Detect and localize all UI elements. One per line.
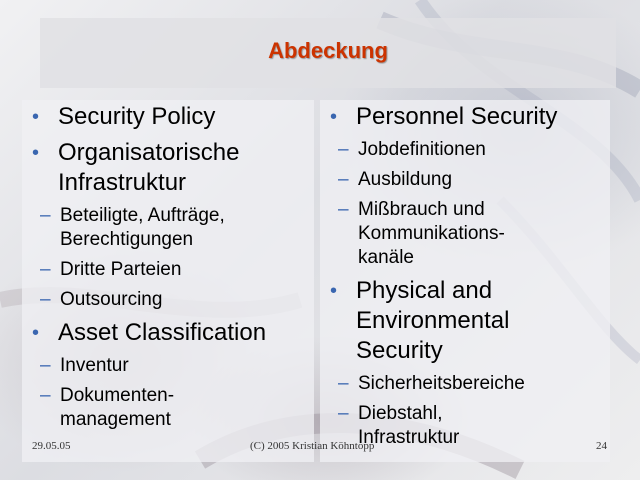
footer-date: 29.05.05 bbox=[32, 440, 71, 452]
bullet-item: • Physical and Environmental Security – Sic… bbox=[330, 276, 615, 450]
sub-bullet-item: – Dokumenten- management bbox=[32, 384, 322, 432]
dash-icon: – bbox=[40, 355, 51, 376]
dash-icon: – bbox=[40, 259, 51, 280]
bullet-text: Physical and Environmental Security bbox=[356, 277, 510, 364]
dash-icon: – bbox=[40, 385, 51, 406]
sub-bullet-item: – Dritte Parteien bbox=[32, 258, 322, 282]
sub-bullet-list: – Jobdefinitionen – Ausbildung – Mißbrauch un… bbox=[330, 138, 615, 270]
slide-title: Abdeckung bbox=[268, 38, 388, 63]
dash-icon: – bbox=[338, 139, 349, 160]
left-bullet-list: • Security Policy • Organisatorische Infras… bbox=[32, 102, 322, 432]
sub-bullet-text: Outsourcing bbox=[60, 289, 163, 310]
sub-bullet-text: Diebstahl, Infrastruktur bbox=[358, 403, 460, 448]
dash-icon: – bbox=[40, 205, 51, 226]
sub-bullet-text: Beteiligte, Aufträge, Berechtigungen bbox=[60, 205, 225, 250]
sub-bullet-list: – Sicherheitsbereiche – Diebstahl, Infrastr… bbox=[330, 372, 615, 450]
sub-bullet-item: – Beteiligte, Aufträge, Berechtigungen bbox=[32, 204, 322, 252]
footer-page-number: 24 bbox=[596, 440, 607, 452]
sub-bullet-text: Dritte Parteien bbox=[60, 259, 182, 280]
sub-bullet-text: Jobdefinitionen bbox=[358, 139, 486, 160]
sub-bullet-list: – Beteiligte, Aufträge, Berechtigungen – Dr… bbox=[32, 204, 322, 312]
bullet-icon: • bbox=[32, 142, 40, 164]
dash-icon: – bbox=[338, 199, 349, 220]
dash-icon: – bbox=[40, 289, 51, 310]
left-column-panel bbox=[22, 100, 314, 462]
bullet-item: • Organisatorische Infrastruktur – Beteilig… bbox=[32, 138, 322, 312]
sub-bullet-text: Mißbrauch und Kommunikations- kanäle bbox=[358, 199, 505, 268]
sub-bullet-text: Inventur bbox=[60, 355, 129, 376]
bullet-text: Asset Classification bbox=[58, 319, 267, 346]
title-band bbox=[40, 18, 616, 88]
dash-icon: – bbox=[338, 169, 349, 190]
sub-bullet-item: – Jobdefinitionen bbox=[330, 138, 615, 162]
sub-bullet-text: Ausbildung bbox=[358, 169, 453, 190]
bullet-icon: • bbox=[330, 280, 338, 302]
sub-bullet-text: Sicherheitsbereiche bbox=[358, 373, 525, 394]
sub-bullet-item: – Mißbrauch und Kommunikations- kanäle bbox=[330, 198, 615, 270]
right-bullet-list: • Personnel Security – Jobdefinitionen – Ausb… bbox=[330, 102, 615, 450]
sub-bullet-item: – Sicherheitsbereiche bbox=[330, 372, 615, 396]
bullet-icon: • bbox=[330, 106, 338, 128]
bullet-text: Security Policy bbox=[58, 103, 216, 130]
right-column-panel bbox=[320, 100, 610, 462]
bullet-text: Organisatorische Infrastruktur bbox=[58, 139, 240, 196]
sub-bullet-item: – Diebstahl, Infrastruktur bbox=[330, 402, 615, 450]
sub-bullet-text: Dokumenten- management bbox=[60, 385, 175, 430]
bullet-item: • Asset Classification – Inventur – Dokumente… bbox=[32, 318, 322, 432]
dash-icon: – bbox=[338, 403, 349, 424]
sub-bullet-item: – Outsourcing bbox=[32, 288, 322, 312]
dash-icon: – bbox=[338, 373, 349, 394]
bullet-icon: • bbox=[32, 322, 40, 344]
sub-bullet-item: – Inventur bbox=[32, 354, 322, 378]
footer-copyright: (C) 2005 Kristian Köhntopp bbox=[250, 440, 375, 452]
bullet-icon: • bbox=[32, 106, 40, 128]
bullet-text: Personnel Security bbox=[356, 103, 558, 130]
sub-bullet-item: – Ausbildung bbox=[330, 168, 615, 192]
bullet-item: • Security Policy bbox=[32, 102, 322, 132]
sub-bullet-list: – Inventur – Dokumenten- management bbox=[32, 354, 322, 432]
bullet-item: • Personnel Security – Jobdefinitionen – Ausb… bbox=[330, 102, 615, 270]
